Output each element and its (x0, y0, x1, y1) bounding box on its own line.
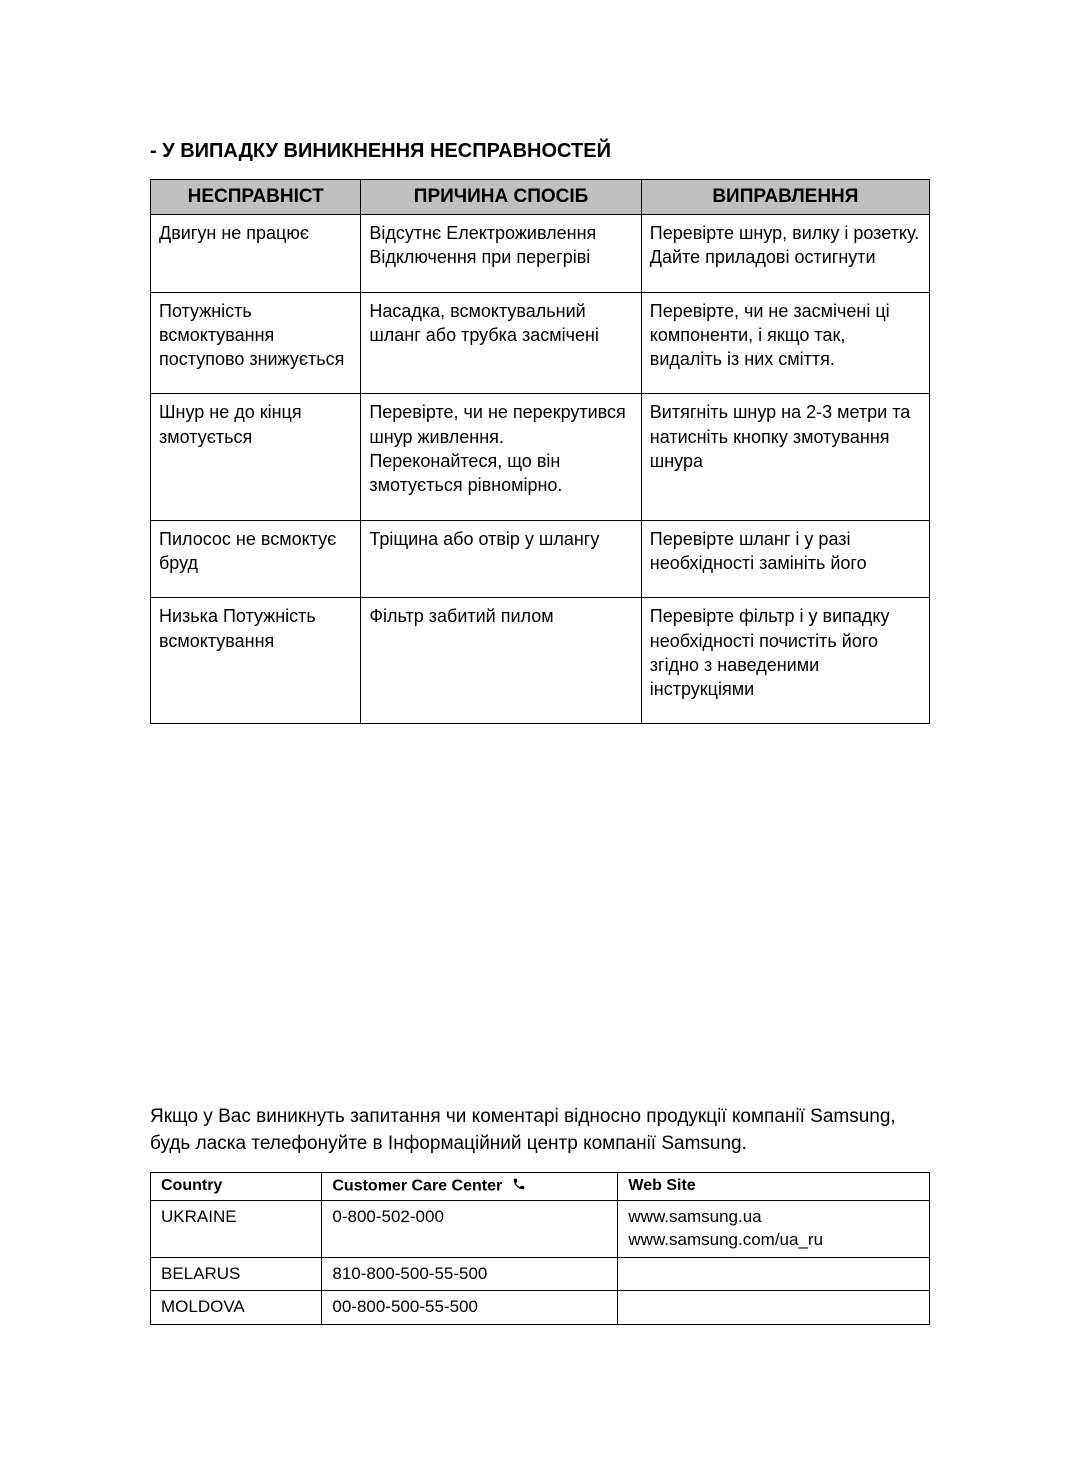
cell-fix: Перевірте, чи не засмічені ці компоненти… (641, 292, 929, 394)
th-care-label: Customer Care Center (332, 1177, 502, 1194)
table-row: UKRAINE0-800-502-000www.samsung.ua www.s… (151, 1200, 930, 1257)
troubleshoot-tbody: Двигун не працюєВідсутнє Електроживлення… (151, 215, 930, 724)
table-row: Пилосос не всмоктує брудТріщина або отві… (151, 520, 930, 598)
cell-problem: Потужність всмоктування поступово знижує… (151, 292, 361, 394)
cell-problem: Низька Потужність всмоктування (151, 598, 361, 724)
th-fix: ВИПРАВЛЕННЯ (641, 180, 929, 215)
cell-country: UKRAINE (151, 1200, 322, 1257)
cell-problem: Пилосос не всмоктує бруд (151, 520, 361, 598)
th-country: Country (151, 1172, 322, 1200)
cell-phone: 00-800-500-55-500 (322, 1291, 618, 1325)
table-row: Низька Потужність всмоктуванняФільтр заб… (151, 598, 930, 724)
cell-cause: Відсутнє Електроживлення Відключення при… (361, 215, 641, 293)
cell-phone: 810-800-500-55-500 (322, 1257, 618, 1291)
cell-fix: Перевірте шланг і у разі необхідності за… (641, 520, 929, 598)
cell-cause: Насадка, всмоктувальний шланг або трубка… (361, 292, 641, 394)
cell-web: www.samsung.ua www.samsung.com/ua_ru (618, 1200, 930, 1257)
th-cause: ПРИЧИНА СПОСІБ (361, 180, 641, 215)
table-row: BELARUS810-800-500-55-500 (151, 1257, 930, 1291)
section-title: - У ВИПАДКУ ВИНИКНЕННЯ НЕСПРАВНОСТЕЙ (150, 140, 930, 163)
table-row: MOLDOVA00-800-500-55-500 (151, 1291, 930, 1325)
table-row: Двигун не працюєВідсутнє Електроживлення… (151, 215, 930, 293)
cell-fix: Перевірте шнур, вилку і розетку. Дайте п… (641, 215, 929, 293)
th-care: Customer Care Center (322, 1172, 618, 1200)
contact-tbody: UKRAINE0-800-502-000www.samsung.ua www.s… (151, 1200, 930, 1325)
cell-country: MOLDOVA (151, 1291, 322, 1325)
cell-problem: Двигун не працює (151, 215, 361, 293)
cell-cause: Тріщина або отвір у шлангу (361, 520, 641, 598)
cell-web (618, 1291, 930, 1325)
cell-country: BELARUS (151, 1257, 322, 1291)
contact-table: Country Customer Care Center Web Site UK… (150, 1172, 930, 1326)
cell-cause: Фільтр забитий пилом (361, 598, 641, 724)
table-row: Шнур не до кінця змотуєтьсяПеревірте, чи… (151, 394, 930, 520)
phone-icon (511, 1177, 527, 1196)
th-web: Web Site (618, 1172, 930, 1200)
cell-problem: Шнур не до кінця змотується (151, 394, 361, 520)
th-problem: НЕСПРАВНІСТ (151, 180, 361, 215)
cell-fix: Витягніть шнур на 2-3 метри та натисніть… (641, 394, 929, 520)
table-row: Потужність всмоктування поступово знижує… (151, 292, 930, 394)
cell-web (618, 1257, 930, 1291)
troubleshoot-table: НЕСПРАВНІСТ ПРИЧИНА СПОСІБ ВИПРАВЛЕННЯ Д… (150, 179, 930, 724)
contact-intro: Якщо у Вас виникнуть запитання чи комент… (150, 1104, 930, 1157)
cell-phone: 0-800-502-000 (322, 1200, 618, 1257)
cell-cause: Перевірте, чи не перекрутився шнур живле… (361, 394, 641, 520)
cell-fix: Перевірте фільтр і у випадку необхідност… (641, 598, 929, 724)
